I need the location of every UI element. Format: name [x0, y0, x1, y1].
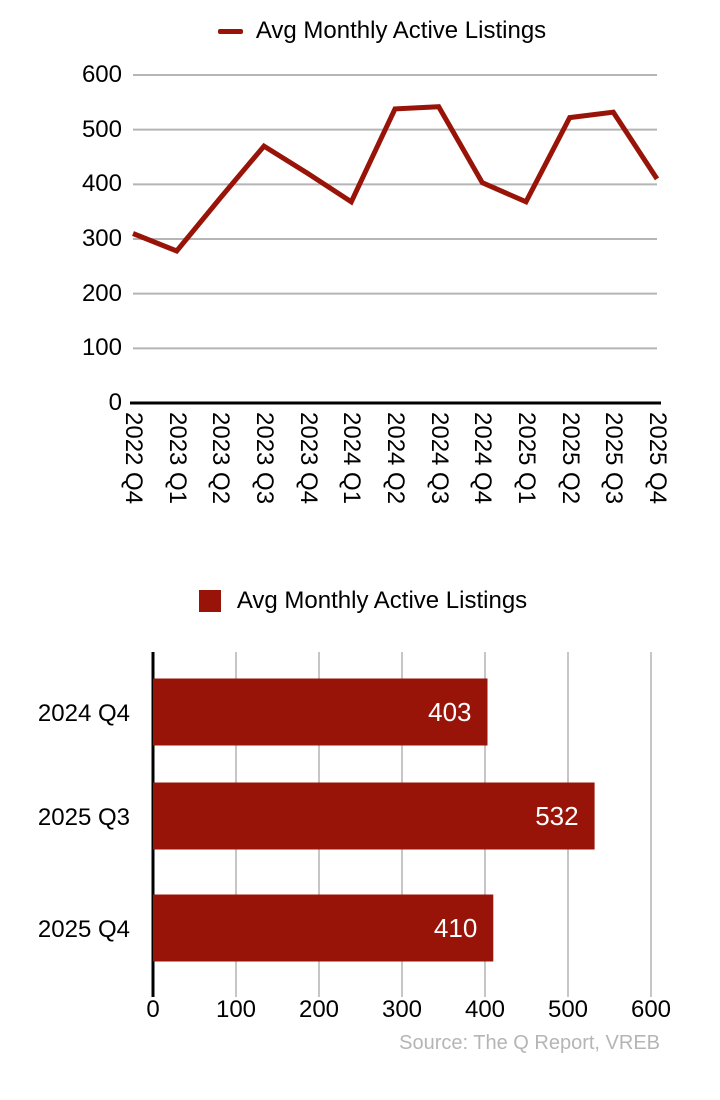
bar-value-label-2025-q4: 410	[434, 913, 477, 943]
x-tick-label-2024-q4: 2024 Q4	[469, 412, 497, 505]
x-tick-label-500: 500	[548, 996, 588, 1023]
x-tick-label-200: 200	[299, 996, 339, 1023]
y-tick-label-400: 400	[81, 170, 122, 198]
x-tick-label-2024-q3: 2024 Q3	[425, 412, 453, 505]
bar-series-swatch-icon	[198, 590, 221, 612]
x-tick-label-300: 300	[382, 996, 422, 1023]
source-note: Source: The Q Report, VREB	[399, 1032, 660, 1054]
bar-category-label-2025-q3: 2025 Q3	[38, 804, 130, 831]
x-tick-label-100: 100	[216, 996, 256, 1023]
bar-category-label-2024-q4: 2024 Q4	[38, 700, 130, 727]
line-chart-legend: Avg Monthly Active Listings	[42, 15, 720, 47]
y-tick-label-200: 200	[81, 279, 122, 307]
bar-chart-plot: 403 2024 Q4 532 2025 Q3 410 2025 Q4 0 100 200 300…	[38, 652, 671, 1023]
x-tick-label-0: 0	[146, 996, 159, 1023]
bar-value-label-2024-q4: 403	[428, 697, 471, 727]
line-legend-label: Avg Monthly Active Listings	[255, 17, 547, 44]
x-tick-label-2023-q4: 2023 Q4	[294, 412, 322, 505]
x-tick-label-2025-q4: 2025 Q4	[644, 412, 671, 505]
line-series-swatch-icon	[217, 28, 243, 34]
bar-value-label-2025-q3: 532	[535, 801, 578, 831]
y-tick-label-300: 300	[81, 225, 122, 252]
y-tick-label-0: 0	[108, 389, 122, 416]
y-tick-label-100: 100	[81, 334, 122, 362]
bar-2025-q3	[153, 782, 595, 850]
x-tick-label-2023-q1: 2023 Q1	[163, 412, 191, 505]
x-tick-label-2022-q4: 2022 Q4	[120, 412, 147, 505]
x-tick-label-2023-q3: 2023 Q3	[251, 412, 278, 505]
x-tick-label-600: 600	[631, 996, 671, 1023]
bar-category-label-2025-q4: 2025 Q4	[38, 916, 130, 943]
x-tick-label-2023-q2: 2023 Q2	[207, 412, 235, 505]
x-tick-label-2024-q2: 2024 Q2	[382, 412, 409, 505]
x-tick-label-2025-q2: 2025 Q2	[556, 412, 584, 505]
x-tick-label-400: 400	[465, 996, 505, 1023]
y-tick-label-600: 600	[81, 61, 122, 88]
x-tick-label-2024-q1: 2024 Q1	[338, 412, 366, 505]
x-tick-label-2025-q1: 2025 Q1	[513, 412, 540, 505]
line-chart-plot	[130, 74, 661, 405]
bar-chart-legend: Avg Monthly Active Listings	[6, 584, 720, 618]
x-tick-label-2025-q3: 2025 Q3	[600, 412, 628, 505]
bar-legend-label: Avg Monthly Active Listings	[236, 587, 528, 614]
bar-2025-q4	[153, 894, 494, 962]
y-tick-label-500: 500	[81, 115, 122, 143]
bar-2024-q4	[153, 678, 488, 746]
series-line-avg-monthly-active-listings	[132, 104, 660, 255]
